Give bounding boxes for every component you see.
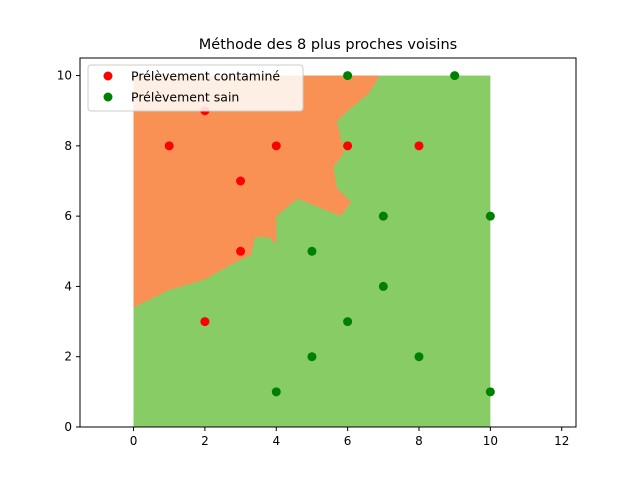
- x-tick-label: 2: [201, 434, 209, 448]
- y-tick-label: 4: [64, 279, 72, 293]
- data-point-series1-8: [450, 71, 460, 81]
- x-tick-label: 8: [415, 434, 423, 448]
- x-tick-label: 0: [130, 434, 138, 448]
- legend-marker-1: [103, 92, 113, 102]
- data-point-series1-1: [307, 246, 317, 256]
- data-point-series1-10: [485, 387, 495, 397]
- data-point-series1-3: [343, 71, 353, 81]
- contaminated-region: [133, 75, 380, 308]
- plot-area: [133, 71, 495, 428]
- data-point-series0-2: [200, 317, 210, 327]
- x-tick-label: 10: [483, 434, 498, 448]
- data-point-series0-6: [343, 141, 353, 151]
- data-point-series0-0: [164, 141, 174, 151]
- data-point-series0-7: [414, 141, 424, 151]
- data-point-series1-5: [378, 211, 388, 221]
- data-point-series1-6: [378, 281, 388, 291]
- legend: Prélèvement contaminé Prélèvement sain: [87, 64, 304, 112]
- axes-frame: [79, 57, 577, 428]
- x-tick-label: 4: [272, 434, 280, 448]
- data-point-series1-2: [307, 352, 317, 362]
- y-tick-label: 6: [64, 209, 72, 223]
- legend-box: [87, 64, 304, 112]
- x-axis: 0 2 4 6 8 10 12: [130, 427, 569, 448]
- y-tick-label: 2: [64, 350, 72, 364]
- data-point-series1-7: [414, 352, 424, 362]
- x-tick-label: 12: [554, 434, 569, 448]
- data-point-series0-3: [236, 176, 246, 186]
- legend-marker-0: [103, 71, 113, 81]
- data-point-series0-5: [271, 141, 281, 151]
- y-tick-label: 8: [64, 139, 72, 153]
- y-axis: 0 2 4 6 8 10: [57, 69, 80, 434]
- data-point-series1-4: [343, 317, 353, 327]
- legend-label-0: Prélèvement contaminé: [131, 69, 280, 84]
- data-point-series1-9: [485, 211, 495, 221]
- legend-label-1: Prélèvement sain: [131, 90, 239, 105]
- chart-title: Méthode des 8 plus proches voisins: [199, 37, 457, 53]
- y-tick-label: 10: [57, 69, 72, 83]
- y-tick-label: 0: [64, 420, 72, 434]
- data-point-series1-0: [271, 387, 281, 397]
- data-point-series0-4: [236, 246, 246, 256]
- x-tick-label: 6: [344, 434, 352, 448]
